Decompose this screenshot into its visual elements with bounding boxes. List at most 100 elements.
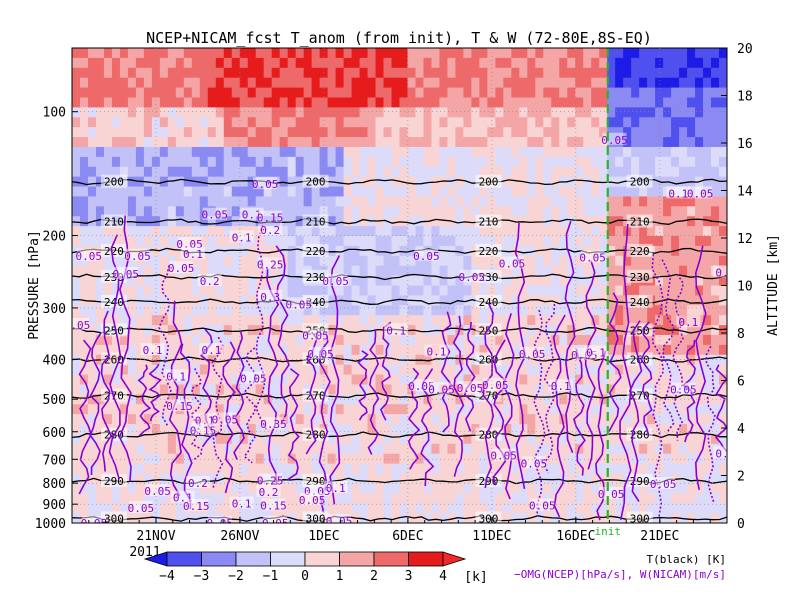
anomaly-cell xyxy=(703,176,712,188)
anomaly-cell xyxy=(215,186,225,198)
anomaly-cell xyxy=(351,176,361,188)
contour-label-bg xyxy=(475,243,502,257)
contour-label-bg xyxy=(302,269,329,283)
anomaly-cell xyxy=(143,156,153,168)
anomaly-cell xyxy=(95,48,105,59)
velocity-contour xyxy=(564,221,576,453)
anomaly-cell xyxy=(127,275,137,287)
anomaly-cell xyxy=(679,424,688,435)
anomaly-cell xyxy=(455,305,464,316)
anomaly-cell xyxy=(335,404,345,415)
contour-label-bg xyxy=(626,294,653,308)
anomaly-cell xyxy=(575,384,584,395)
anomaly-cell xyxy=(695,493,704,504)
anomaly-cell xyxy=(159,394,169,405)
anomaly-cell xyxy=(327,374,337,386)
anomaly-cell xyxy=(407,137,417,148)
vertical-velocity-contours: 0.050.05 0.10.150.10.20.050.10.05 0.050.05… xyxy=(72,132,727,523)
velocity-label-bg xyxy=(676,315,701,328)
anomaly-cell xyxy=(519,384,528,395)
temperature-contour-label: 200 xyxy=(479,176,499,189)
anomaly-cell xyxy=(263,364,273,376)
anomaly-cell xyxy=(343,97,353,108)
anomaly-cell xyxy=(447,394,457,405)
colorbar-label: −4 xyxy=(159,569,175,584)
anomaly-cell xyxy=(375,295,385,306)
anomaly-cell xyxy=(519,374,528,386)
anomaly-cell xyxy=(87,305,97,316)
anomaly-cell xyxy=(399,156,409,168)
anomaly-cell xyxy=(399,493,409,504)
anomaly-cell xyxy=(607,433,616,445)
velocity-contour-label: 0.05 xyxy=(285,298,312,311)
colorbar-label: 0 xyxy=(301,569,309,584)
anomaly-cell xyxy=(639,344,648,356)
velocity-contour xyxy=(407,367,421,470)
anomaly-cell xyxy=(167,117,177,128)
anomaly-cell xyxy=(527,275,536,287)
anomaly-cell xyxy=(711,334,720,346)
anomaly-cell xyxy=(279,87,289,99)
anomaly-cell xyxy=(439,315,449,326)
anomaly-cell xyxy=(207,107,217,118)
anomaly-cell xyxy=(463,424,472,435)
anomaly-cell xyxy=(383,67,393,79)
anomaly-cell xyxy=(359,236,369,247)
anomaly-cell xyxy=(343,374,353,386)
anomaly-cell xyxy=(679,77,688,89)
anomaly-cell xyxy=(487,493,496,504)
anomaly-cell xyxy=(695,107,704,118)
anomaly-cell xyxy=(639,443,648,455)
anomaly-cell xyxy=(639,166,648,178)
anomaly-cell xyxy=(327,295,337,306)
anomaly-cell xyxy=(391,57,401,69)
anomaly-cell xyxy=(375,503,385,514)
anomaly-cell xyxy=(87,443,97,455)
anomaly-cell xyxy=(583,354,592,366)
anomaly-cell xyxy=(79,87,89,99)
anomaly-cell xyxy=(535,315,544,326)
anomaly-cell xyxy=(719,364,727,376)
anomaly-cell xyxy=(223,206,233,217)
anomaly-cell xyxy=(215,354,225,366)
anomaly-cell xyxy=(519,67,528,79)
anomaly-cell xyxy=(263,404,273,415)
anomaly-cell xyxy=(711,255,720,267)
anomaly-cell xyxy=(655,443,664,455)
anomaly-cell xyxy=(679,265,688,277)
anomaly-cell xyxy=(639,67,648,79)
anomaly-cell xyxy=(167,344,177,356)
anomaly-cell xyxy=(303,344,313,356)
anomaly-cell xyxy=(167,305,177,316)
anomaly-cell xyxy=(471,236,480,247)
anomaly-cell xyxy=(191,443,201,455)
anomaly-cell xyxy=(279,97,289,108)
anomaly-cell xyxy=(399,414,409,425)
anomaly-cell xyxy=(103,166,113,178)
anomaly-cell xyxy=(215,127,225,138)
anomaly-cell xyxy=(679,226,688,237)
anomaly-cell xyxy=(415,196,425,207)
anomaly-cell xyxy=(431,206,441,217)
anomaly-cell xyxy=(447,483,457,494)
anomaly-cell xyxy=(663,146,672,158)
anomaly-cell xyxy=(215,48,225,59)
anomaly-cell xyxy=(87,97,97,108)
anomaly-cell xyxy=(119,166,129,178)
anomaly-cell xyxy=(415,87,425,99)
anomaly-cell xyxy=(215,503,225,514)
anomaly-cell xyxy=(239,394,249,405)
anomaly-cell xyxy=(575,48,584,59)
anomaly-cell xyxy=(415,493,425,504)
anomaly-cell xyxy=(471,166,480,178)
anomaly-cell xyxy=(711,107,720,118)
anomaly-cell xyxy=(407,146,417,158)
anomaly-cell xyxy=(575,265,584,277)
anomaly-cell xyxy=(719,146,727,158)
anomaly-cell xyxy=(615,236,624,247)
anomaly-cell xyxy=(327,146,337,158)
velocity-label-bg xyxy=(180,247,205,260)
anomaly-cell xyxy=(711,374,720,386)
temperature-contour-label: 200 xyxy=(630,176,650,189)
anomaly-cell xyxy=(471,146,480,158)
